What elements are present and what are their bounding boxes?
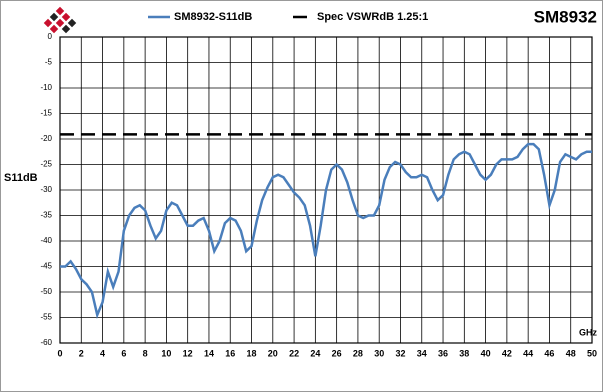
x-tick-label: 34 [417, 348, 427, 358]
plot-frame [59, 36, 593, 344]
x-tick-label: 14 [204, 348, 214, 358]
x-tick-label: 44 [523, 348, 533, 358]
x-tick-label: 30 [374, 348, 384, 358]
x-tick-label: 22 [289, 348, 299, 358]
y-tick-label: -15 [40, 109, 52, 118]
x-axis-label: GHz [579, 327, 598, 337]
x-tick-label: 20 [268, 348, 278, 358]
x-tick-label: 24 [310, 348, 320, 358]
y-tick-label: -30 [40, 185, 52, 194]
x-tick-label: 28 [353, 348, 363, 358]
x-tick-label: 10 [161, 348, 171, 358]
legend-label: SM8932-S11dB [174, 11, 252, 23]
y-tick-label: -25 [40, 160, 52, 169]
x-tick-label: 48 [566, 348, 576, 358]
legend-label: Spec VSWRdB 1.25:1 [317, 11, 428, 23]
x-tick-label: 0 [57, 348, 62, 358]
x-tick-label: 50 [587, 348, 597, 358]
logo [43, 6, 77, 34]
x-tick-label: 12 [183, 348, 193, 358]
y-tick-label: -20 [40, 134, 52, 143]
x-tick-label: 18 [247, 348, 257, 358]
x-tick-label: 36 [438, 348, 448, 358]
x-tick-label: 32 [395, 348, 405, 358]
x-tick-label: 6 [121, 348, 126, 358]
y-tick-label: -60 [40, 338, 52, 347]
x-tick-label: 16 [225, 348, 235, 358]
x-tick-label: 42 [502, 348, 512, 358]
y-axis-label: S11dB [4, 172, 38, 184]
y-tick-label: -55 [40, 313, 52, 322]
y-tick-label: -45 [40, 262, 52, 271]
y-tick-label: 0 [48, 32, 53, 41]
y-tick-label: -5 [45, 58, 53, 67]
x-tick-label: 2 [79, 348, 84, 358]
x-tick-label: 8 [143, 348, 148, 358]
x-tick-label: 4 [100, 348, 105, 358]
y-tick-label: -50 [40, 287, 52, 296]
x-tick-label: 40 [481, 348, 491, 358]
y-tick-label: -35 [40, 211, 52, 220]
y-tick-label: -10 [40, 83, 52, 92]
series-line [60, 142, 592, 320]
x-tick-label: 26 [332, 348, 342, 358]
x-tick-label: 46 [544, 348, 554, 358]
chart-title: SM8932 [534, 7, 597, 26]
x-tick-label: 38 [459, 348, 469, 358]
y-tick-label: -40 [40, 236, 52, 245]
